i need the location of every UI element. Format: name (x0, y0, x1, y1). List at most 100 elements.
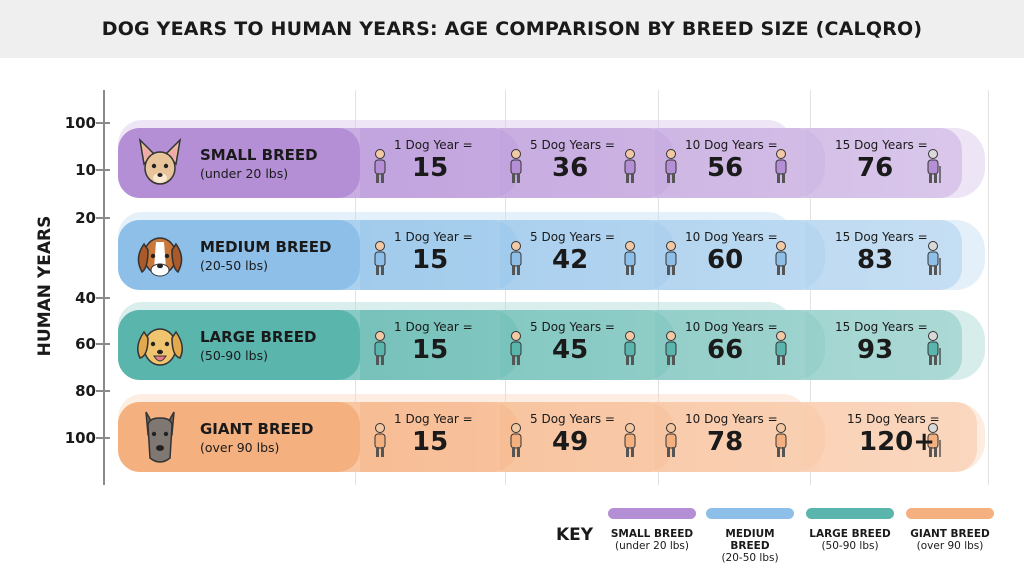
person-icon (372, 240, 388, 276)
person-icon (622, 330, 638, 366)
y-tick: 40 (40, 288, 110, 308)
y-axis (103, 90, 105, 485)
cell-segment (360, 220, 520, 290)
legend-title: KEY (556, 525, 594, 545)
human-years-value: 49 (552, 427, 589, 457)
person-icon (773, 148, 789, 184)
person-icon (508, 330, 524, 366)
y-tick: 80 (40, 381, 110, 401)
y-tick-label: 10 (75, 161, 96, 179)
breed-name: LARGE BREED (200, 328, 317, 346)
y-axis-label: HUMAN YEARS (35, 215, 55, 357)
legend-swatch (706, 508, 794, 519)
breed-name: GIANT BREED (200, 420, 314, 438)
cell-segment (805, 402, 985, 472)
legend-swatch (608, 508, 696, 519)
legend-name: GIANT BREED (910, 528, 990, 540)
human-years-value: 83 (857, 245, 894, 275)
cell-segment (655, 402, 825, 472)
column-label: 5 Dog Years = (530, 138, 615, 152)
person-icon (622, 148, 638, 184)
legend-name: MEDIUM BREED (725, 528, 775, 552)
dog-face-icon (132, 318, 188, 374)
legend-weight: (50-90 lbs) (821, 540, 879, 552)
cell-segment (805, 220, 985, 290)
age-cell: 10 Dog Years = 66 (655, 310, 825, 380)
breed-weight: (20-50 lbs) (200, 258, 268, 273)
y-tick: 10 (40, 160, 110, 180)
y-tick: 100 (40, 113, 110, 133)
person-icon (925, 240, 941, 276)
legend-name: LARGE BREED (809, 528, 891, 540)
person-icon (773, 422, 789, 458)
person-icon (372, 330, 388, 366)
breed-label: GIANT BREED (over 90 lbs) (118, 402, 360, 472)
legend-swatch (906, 508, 994, 519)
cell-segment (500, 128, 675, 198)
cell-segment (500, 220, 675, 290)
legend-item: GIANT BREED (over 90 lbs) (904, 508, 996, 552)
age-cell: 10 Dog Years = 56 (655, 128, 825, 198)
column-label: 5 Dog Years = (530, 412, 615, 426)
cell-segment (655, 128, 825, 198)
age-cell: 1 Dog Year = 15 (360, 220, 520, 290)
dog-face-icon (132, 410, 188, 466)
cell-segment (655, 220, 825, 290)
person-icon (508, 148, 524, 184)
column-label: 5 Dog Years = (530, 230, 615, 244)
column-label: 1 Dog Year = (394, 412, 473, 426)
column-label: 15 Dog Years = (835, 230, 928, 244)
y-tick: 20 (40, 208, 110, 228)
human-years-value: 78 (707, 427, 744, 457)
age-cell: 5 Dog Years = 42 (500, 220, 675, 290)
person-icon (663, 330, 679, 366)
breed-label: MEDIUM BREED (20-50 lbs) (118, 220, 360, 290)
column-label: 10 Dog Years = (685, 320, 778, 334)
legend-weight: (20-50 lbs) (721, 552, 779, 564)
person-icon (925, 330, 941, 366)
age-cell: 15 Dog Years = 93 (805, 310, 985, 380)
human-years-value: 60 (707, 245, 744, 275)
legend-weight: (under 20 lbs) (614, 540, 690, 552)
y-tick-label: 80 (75, 382, 96, 400)
age-cell: 1 Dog Year = 15 (360, 402, 520, 472)
human-years-value: 93 (857, 335, 894, 365)
human-years-value: 15 (412, 335, 449, 365)
column-label: 1 Dog Year = (394, 138, 473, 152)
y-tick: 60 (40, 334, 110, 354)
y-tick: 100 (40, 428, 110, 448)
cell-segment (360, 402, 520, 472)
human-years-value: 76 (857, 153, 894, 183)
y-tick-label: 100 (64, 114, 96, 132)
cell-segment (360, 128, 520, 198)
legend-name: SMALL BREED (610, 528, 694, 540)
age-cell: 10 Dog Years = 60 (655, 220, 825, 290)
legend-item: LARGE BREED (50-90 lbs) (804, 508, 896, 552)
cell-segment (655, 310, 825, 380)
y-tick-label: 40 (75, 289, 96, 307)
breed-weight: (50-90 lbs) (200, 348, 268, 363)
column-label: 5 Dog Years = (530, 320, 615, 334)
person-icon (773, 240, 789, 276)
age-cell: 1 Dog Year = 15 (360, 310, 520, 380)
breed-label: SMALL BREED (under 20 lbs) (118, 128, 360, 198)
column-label: 1 Dog Year = (394, 320, 473, 334)
cell-segment (500, 310, 675, 380)
legend-swatch (806, 508, 894, 519)
person-icon (925, 422, 941, 458)
age-cell: 5 Dog Years = 36 (500, 128, 675, 198)
column-label: 15 Dog Years = (835, 138, 928, 152)
person-icon (663, 422, 679, 458)
age-cell: 15 Dog Years = 76 (805, 128, 985, 198)
column-label: 15 Dog Years = (835, 320, 928, 334)
person-icon (773, 330, 789, 366)
legend-item: SMALL BREED (under 20 lbs) (606, 508, 698, 552)
y-tick-label: 60 (75, 335, 96, 353)
human-years-value: 15 (412, 153, 449, 183)
breed-weight: (under 20 lbs) (200, 166, 289, 181)
person-icon (663, 148, 679, 184)
age-cell: 5 Dog Years = 49 (500, 402, 675, 472)
cell-segment (360, 310, 520, 380)
human-years-value: 42 (552, 245, 589, 275)
human-years-value: 45 (552, 335, 589, 365)
